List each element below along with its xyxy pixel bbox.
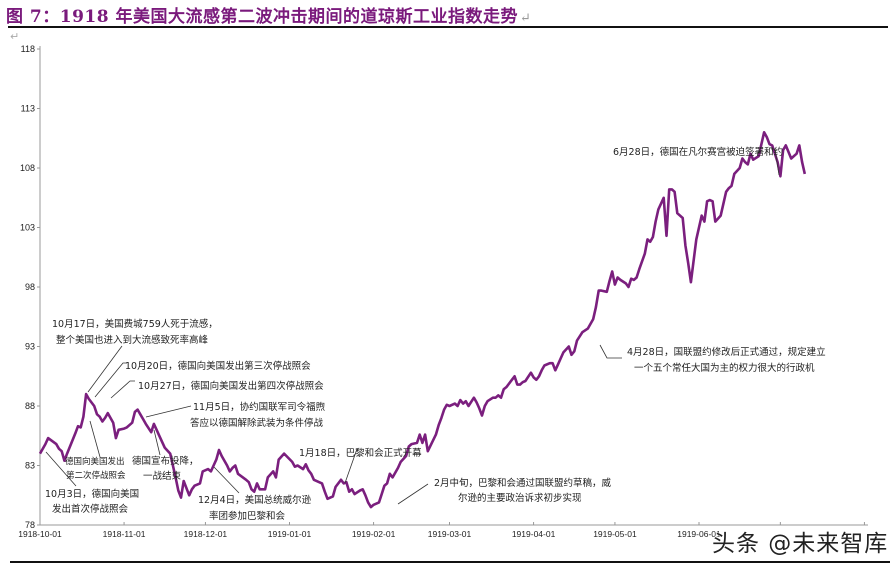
annotation-jan18: 1月18日，巴黎和会正式开幕 xyxy=(299,447,422,459)
title-underline xyxy=(8,26,888,28)
annotation-nov5-line2: 答应以德国解除武装为条件停战 xyxy=(190,417,324,429)
y-tick-label: 93 xyxy=(25,342,35,352)
annotation-apr28-line1: 4月28日，国联盟约修改后正式通过，规定建立 xyxy=(627,346,826,358)
chart-annotations: 10月3日，德国向美国 发出首次停战照会 德国向美国发出 第二次停战照会 10月… xyxy=(45,146,826,522)
y-tick-label: 103 xyxy=(20,223,35,233)
annotation-armistice-line2: 一战结束 xyxy=(143,470,182,482)
figure-title-text: 图 7：1918 年美国大流感第二波冲击期间的道琼斯工业指数走势 xyxy=(6,7,518,27)
x-tick-label: 1919-01-01 xyxy=(268,529,312,539)
figure-title: 图 7：1918 年美国大流感第二波冲击期间的道琼斯工业指数走势 ↵ xyxy=(6,2,531,27)
annotation-nov5-line1: 11月5日，协约国联军司令福煦 xyxy=(193,401,326,413)
chart-series xyxy=(38,131,807,509)
annotation-dec4-line1: 12月4日，美国总统威尔逊 xyxy=(198,494,312,506)
y-tick-label: 98 xyxy=(25,282,35,292)
annotation-oct17-line1: 10月17日，美国费城759人死于流感， xyxy=(52,318,218,330)
dow-jones-line xyxy=(38,131,807,509)
x-tick-label: 1918-10-01 xyxy=(18,529,62,539)
annotation-second-note-line1: 德国向美国发出 xyxy=(65,456,125,467)
annotation-oct20: 10月20日，德国向美国发出第三次停战照会 xyxy=(125,360,311,372)
annotation-oct17-line2: 整个美国也进入到大流感致死率高峰 xyxy=(56,334,209,346)
y-tick-label: 118 xyxy=(21,44,35,54)
annotation-oct27: 10月27日，德国向美国发出第四次停战照会 xyxy=(138,380,324,392)
y-tick-label: 113 xyxy=(21,104,35,114)
x-tick-label: 1918-11-01 xyxy=(103,529,146,539)
annotation-feb-line2: 尔逊的主要政治诉求初步实现 xyxy=(458,492,582,504)
annotation-leaders xyxy=(45,148,780,505)
annotation-second-note-line2: 第二次停战照会 xyxy=(66,470,126,481)
y-tick-label: 108 xyxy=(20,163,35,173)
annotation-oct3-line2: 发出首次停战照会 xyxy=(52,503,129,515)
paragraph-mark: ↵ xyxy=(10,30,20,43)
annotation-jun28: 6月28日，德国在凡尔赛宫被迫签署和约 xyxy=(613,146,783,158)
annotation-oct3-line1: 10月3日，德国向美国 xyxy=(45,488,139,500)
annotation-feb-line1: 2月中旬，巴黎和会通过国联盟约草稿，威 xyxy=(434,477,612,489)
watermark: 头条 @未来智库 xyxy=(712,531,889,557)
chart-axes: 78 83 88 93 98 103 108 113 118 1918-10-01 1918-11-… xyxy=(18,44,868,539)
x-tick-label: 1919-05-01 xyxy=(593,529,637,539)
bottom-rule xyxy=(10,561,890,563)
return-mark: ↵ xyxy=(519,11,532,26)
annotation-dec4-line2: 率团参加巴黎和会 xyxy=(209,510,286,522)
annotation-armistice-line1: 德国宣布投降， xyxy=(132,455,199,467)
y-tick-label: 88 xyxy=(25,401,35,411)
y-tick-label: 83 xyxy=(25,461,35,471)
x-tick-label: 1919-04-01 xyxy=(512,529,556,539)
y-tick-label: 78 xyxy=(25,520,35,530)
x-tick-label: 1918-12-01 xyxy=(184,529,228,539)
annotation-apr28-line2: 一个五个常任大国为主的权力很大的行政机 xyxy=(634,362,815,374)
x-tick-label: 1919-06-01 xyxy=(677,529,721,539)
x-tick-label: 1919-03-01 xyxy=(428,529,472,539)
x-tick-label: 1919-02-01 xyxy=(352,529,396,539)
